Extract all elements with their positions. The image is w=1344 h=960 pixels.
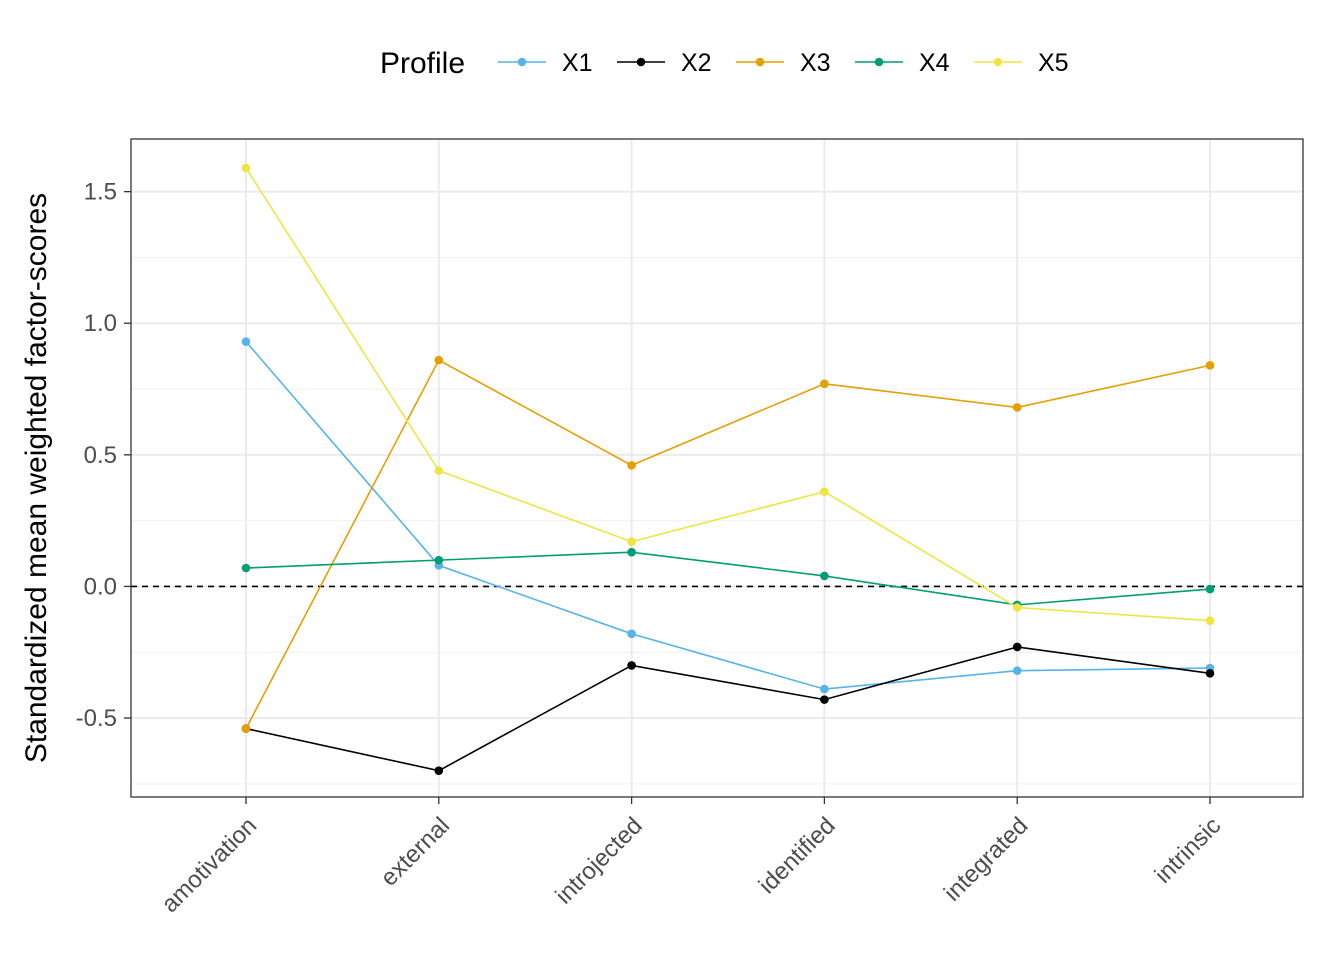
data-point-X3 — [627, 461, 636, 470]
data-point-X1 — [241, 337, 251, 346]
legend-label: X3 — [800, 49, 831, 77]
legend-label: X5 — [1038, 49, 1069, 77]
data-point-X2 — [1205, 668, 1215, 678]
grid — [131, 139, 1303, 797]
legend-item-X4: X4 — [855, 49, 950, 77]
y-tick-label: 0.5 — [84, 442, 117, 469]
y-tick-label: 0.0 — [84, 573, 117, 600]
legend-item-X5: X5 — [974, 49, 1069, 77]
legend-item-X1: X1 — [498, 49, 593, 77]
data-point-X2 — [820, 695, 829, 704]
axes: -0.5 0.0 0.5 1.0 1.5 amotivation external intro… — [76, 179, 1227, 918]
legend-label: X4 — [919, 49, 950, 77]
legend-label: X1 — [562, 49, 593, 77]
legend-item-X2: X2 — [617, 49, 712, 77]
legend-key-point — [874, 57, 884, 67]
series-line-X3 — [245, 358, 1211, 729]
y-tick-label: 1.5 — [84, 179, 117, 206]
legend: Profile X1 X2 X3 X4 X5 — [380, 47, 1069, 80]
series-X2 — [241, 642, 1215, 775]
legend-items: X1 X2 X3 X4 X5 — [498, 49, 1069, 77]
series-line-X1 — [245, 341, 1211, 690]
series-X4 — [241, 547, 1215, 610]
x-tick-label: integrated — [939, 812, 1034, 907]
data-point-X1 — [627, 629, 636, 639]
data-point-X4 — [820, 571, 829, 581]
data-point-X5 — [627, 537, 636, 546]
y-tick-label: 1.0 — [84, 310, 117, 337]
y-tick-label: -0.5 — [76, 705, 117, 732]
series-line-X4 — [245, 551, 1211, 606]
series-X3 — [241, 355, 1215, 733]
legend-key-point — [993, 57, 1003, 67]
data-point-X5 — [1012, 603, 1022, 612]
data-point-X2 — [1012, 642, 1022, 652]
data-point-X4 — [1205, 584, 1215, 594]
data-point-X4 — [241, 563, 251, 573]
data-point-X3 — [434, 355, 444, 365]
legend-label: X2 — [681, 49, 712, 77]
data-point-X5 — [1205, 616, 1215, 625]
data-point-X4 — [434, 555, 444, 565]
data-point-X5 — [434, 466, 444, 475]
series-line-X2 — [245, 646, 1211, 772]
legend-item-X3: X3 — [736, 49, 831, 77]
panel-border — [130, 138, 1304, 798]
data-point-X1 — [1012, 666, 1022, 675]
data-point-X3 — [820, 379, 829, 389]
series-X1 — [241, 337, 1215, 694]
legend-key-point — [755, 57, 765, 67]
x-tick-label: introjected — [550, 812, 647, 909]
data-point-X2 — [434, 766, 444, 775]
data-point-X5 — [820, 487, 829, 496]
legend-title: Profile — [380, 47, 465, 80]
series-X5 — [241, 163, 1215, 625]
data-point-X3 — [1205, 361, 1215, 370]
x-tick-label: amotivation — [156, 812, 262, 918]
series-layer — [241, 163, 1215, 775]
data-point-X1 — [820, 684, 829, 694]
data-point-X2 — [627, 661, 636, 670]
data-point-X5 — [241, 163, 251, 173]
data-point-X3 — [241, 724, 251, 733]
series-line-X5 — [245, 167, 1211, 622]
x-tick-label: intrinsic — [1150, 812, 1227, 889]
data-point-X3 — [1012, 403, 1022, 412]
data-point-X4 — [627, 547, 636, 557]
y-axis-title: Standardized mean weighted factor-scores — [20, 193, 53, 763]
legend-key-point — [636, 57, 646, 67]
legend-key-point — [517, 57, 527, 67]
x-tick-label: external — [376, 812, 455, 891]
x-tick-label: identified — [754, 812, 841, 899]
